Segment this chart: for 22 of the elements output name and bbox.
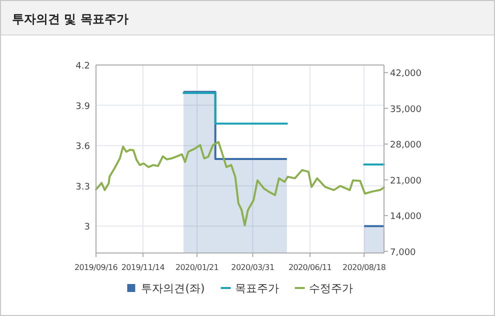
chart-title: 투자의견 및 목표주가 (12, 12, 128, 26)
y2-tick-label: 7,000 (390, 248, 416, 258)
y-tick-label: 3 (84, 222, 90, 233)
y2-tick-label: 42,000 (390, 69, 422, 80)
y-tick-label: 3.3 (76, 182, 90, 192)
x-tick-label: 2020/08/18 (342, 263, 386, 272)
y-tick-label: 3.6 (76, 142, 90, 152)
legend-label: 투자의견(좌) (141, 282, 205, 295)
legend-label: 목표주가 (234, 282, 279, 295)
x-tick-label: 2019/11/14 (121, 263, 165, 272)
line-series (95, 141, 385, 226)
legend-label: 수정주가 (308, 282, 353, 295)
y2-tick-label: 21,000 (390, 176, 422, 186)
y2-tick-label: 14,000 (390, 212, 422, 222)
x-tick-label: 2020/01/21 (175, 263, 219, 272)
x-tick-label: 2019/09/16 (74, 263, 118, 272)
y-tick-label: 3.9 (76, 102, 90, 112)
y-tick-label: 4.2 (76, 62, 90, 72)
x-tick-label: 2020/03/31 (231, 263, 274, 272)
y2-tick-label: 35,000 (390, 104, 422, 115)
y2-tick-label: 28,000 (390, 140, 422, 151)
x-tick-label: 2020/06/11 (288, 263, 332, 272)
